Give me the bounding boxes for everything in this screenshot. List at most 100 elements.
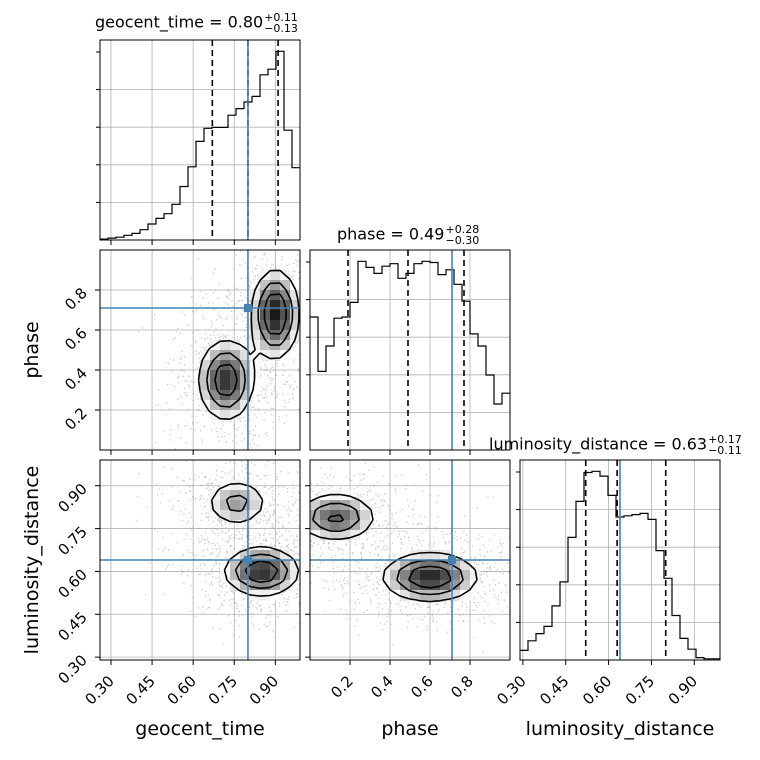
density-cell [410,550,421,561]
density-cell [280,340,291,351]
y-axis-label-luminosity_distance: luminosity_distance [21,466,43,655]
hist-step-geocent_time [100,50,300,240]
density-cell [400,580,411,591]
density-cell [220,370,231,381]
density-cell [270,550,281,561]
density-cell [220,500,231,511]
density-cell [330,520,341,531]
y-tick-label-luminosity_distance: 0.75 [54,523,90,559]
x-tick-label-luminosity_distance: 0.45 [536,672,572,708]
hist-step-luminosity_distance [520,470,720,660]
density-cell [350,520,361,531]
density-cell [250,490,261,501]
x-tick-label-phase: 0.6 [407,672,437,702]
density-cell [330,530,341,541]
density-cell [350,510,361,521]
density-cell [410,590,421,601]
density-cell [440,580,451,591]
density-cell [250,340,261,351]
density-cell [250,320,261,331]
hist-panel-geocent_time [96,39,301,241]
contour-line [327,514,452,589]
x-tick-label-luminosity_distance: 0.90 [665,672,701,708]
panel-frame [99,249,301,451]
density-cell [470,580,481,591]
y-tick-label-luminosity_distance: 0.90 [54,480,90,516]
density-cell [430,590,441,601]
density-cell [230,500,241,511]
density-cell [380,570,391,581]
x-tick-label-phase: 0.8 [447,672,477,702]
panel-frame [99,39,301,241]
density-cell [410,580,421,591]
density-cell [430,560,441,571]
density-cell [280,310,291,321]
density-cell [210,370,221,381]
density-cell [290,300,300,311]
density-cell [270,350,281,361]
density-cell [420,550,431,561]
density-cell [220,490,231,501]
density-panel-geocent_time-phase [100,250,300,450]
density-cell [340,520,351,531]
density-cell [450,590,461,601]
panel-frame [309,249,511,451]
density-cell [410,560,421,571]
density-cell [230,410,241,421]
hist-panel-luminosity_distance [516,459,721,661]
density-cell [260,580,271,591]
density-cell [310,520,321,531]
density-cell [220,560,231,571]
density-cell [470,570,481,581]
density-cell [270,330,281,341]
density-cell [400,590,411,601]
density-cell [220,400,231,411]
x-tick-label-geocent_time: 0.60 [164,672,200,708]
density-cell [280,330,291,341]
density-cell [260,560,271,571]
x-tick-label-phase: 0.2 [327,672,357,702]
density-cell [310,500,321,511]
x-tick-label-geocent_time: 0.75 [205,672,241,708]
density-cell [240,490,251,501]
density-cell [400,560,411,571]
density-cell [220,480,231,491]
density-cell [400,550,411,561]
density-cell [210,380,221,391]
density-cell [250,500,261,511]
density-cell [350,500,361,511]
density-cell [390,590,401,601]
density-cell [450,550,461,561]
density-cell [440,550,451,561]
truth-marker [448,556,456,564]
density-cell [450,580,461,591]
x-tick-label-phase: 0.4 [367,672,397,702]
title-geocent-time: geocent_time = 0.80 +0.11 −0.13 [95,11,298,35]
density-cell [270,310,281,321]
truth-marker [243,304,252,312]
density-cell [220,380,231,391]
density-cell [240,560,251,571]
density-cell [220,510,231,521]
truth-marker [243,556,252,564]
density-cell [240,390,251,401]
density-cell [240,550,251,561]
contour-line [206,282,294,408]
y-tick-label-phase: 0.2 [61,404,91,434]
density-cell [250,290,261,301]
density-cell [420,590,431,601]
x-tick-label-geocent_time: 0.30 [81,672,117,708]
y-tick-label-phase: 0.8 [61,284,91,314]
x-axis-label-luminosity_distance: luminosity_distance [526,718,715,740]
density-cell [260,320,271,331]
contour-line [210,482,300,597]
density-cell [290,310,300,321]
density-cell [220,340,231,351]
density-cell [430,550,441,561]
density-cell [210,400,221,411]
density-cell [380,580,391,591]
density-cell [260,340,271,351]
density-cell [360,510,371,521]
density-cell [250,560,261,571]
density-cell [320,510,331,521]
